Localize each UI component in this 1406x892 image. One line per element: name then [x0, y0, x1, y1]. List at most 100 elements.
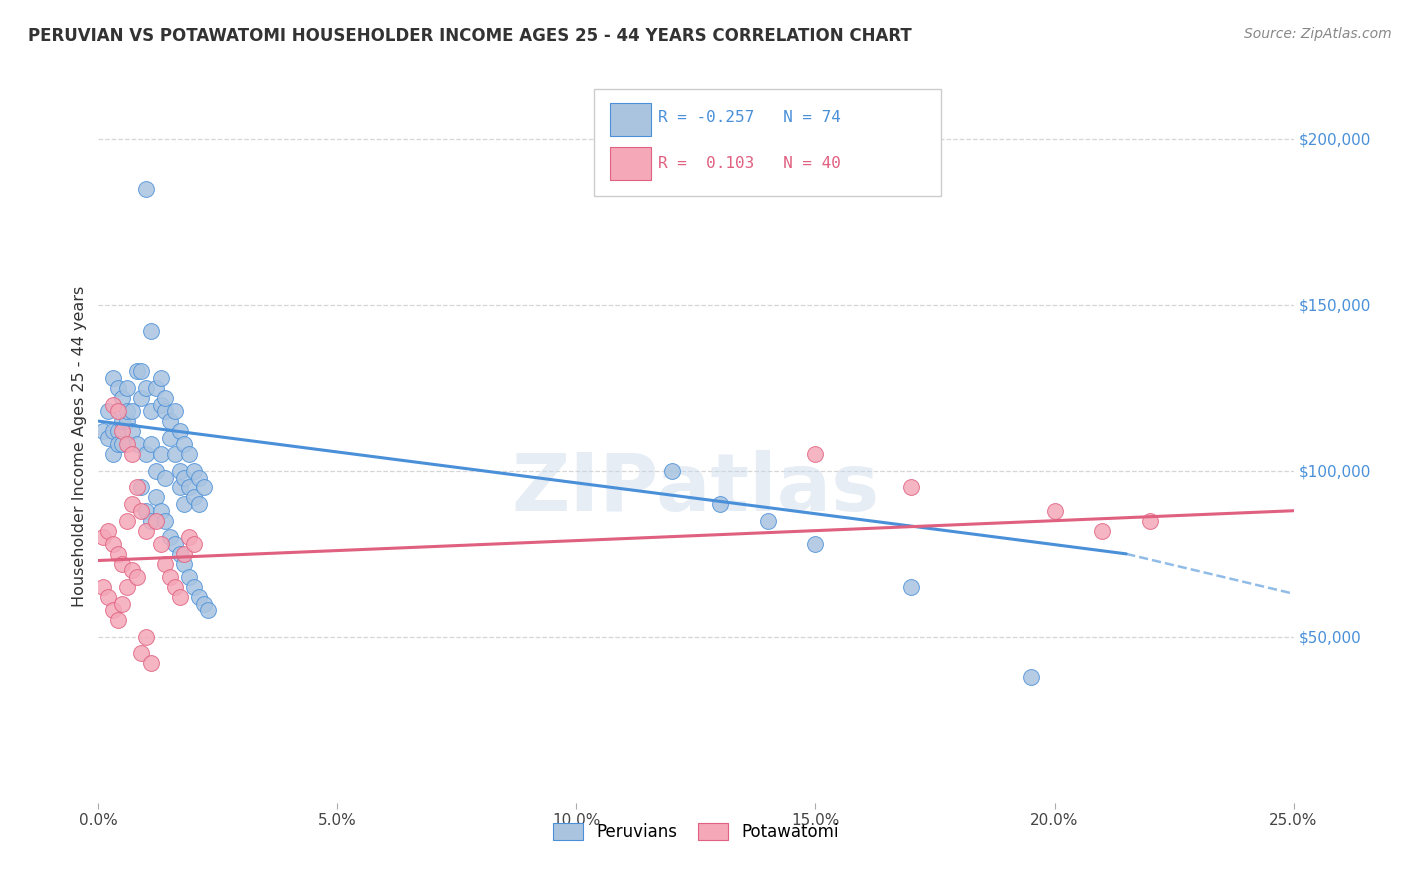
- Point: [101, 424, 124, 438]
- Point: [173, 557, 195, 571]
- Point: [179, 481, 201, 495]
- Point: [115, 437, 138, 451]
- Point: [135, 182, 157, 196]
- Point: [187, 470, 209, 484]
- Point: [97, 590, 120, 604]
- Point: [193, 481, 215, 495]
- Point: [135, 447, 157, 461]
- Point: [159, 431, 181, 445]
- FancyBboxPatch shape: [610, 147, 651, 180]
- Point: [1019, 670, 1042, 684]
- Point: [163, 537, 186, 551]
- Point: [149, 371, 172, 385]
- Point: [107, 381, 129, 395]
- Point: [131, 481, 153, 495]
- Point: [107, 424, 129, 438]
- Point: [101, 447, 124, 461]
- Point: [107, 404, 129, 418]
- Point: [155, 557, 177, 571]
- Point: [1139, 514, 1161, 528]
- Point: [173, 437, 195, 451]
- Point: [145, 514, 167, 528]
- Text: PERUVIAN VS POTAWATOMI HOUSEHOLDER INCOME AGES 25 - 44 YEARS CORRELATION CHART: PERUVIAN VS POTAWATOMI HOUSEHOLDER INCOM…: [28, 27, 912, 45]
- Point: [135, 524, 157, 538]
- Point: [115, 414, 138, 428]
- Point: [169, 424, 191, 438]
- Point: [107, 613, 129, 627]
- Point: [125, 481, 148, 495]
- Point: [111, 557, 134, 571]
- Point: [159, 570, 181, 584]
- Point: [91, 530, 114, 544]
- Point: [187, 590, 209, 604]
- Text: ZIPatlas: ZIPatlas: [512, 450, 880, 528]
- Legend: Peruvians, Potawatomi: Peruvians, Potawatomi: [547, 816, 845, 848]
- Point: [139, 404, 162, 418]
- Point: [149, 504, 172, 518]
- Point: [131, 391, 153, 405]
- Point: [145, 381, 167, 395]
- Point: [131, 647, 153, 661]
- Point: [139, 437, 162, 451]
- Point: [179, 530, 201, 544]
- Point: [159, 530, 181, 544]
- Point: [91, 424, 114, 438]
- Point: [179, 570, 201, 584]
- Point: [139, 325, 162, 339]
- Point: [149, 447, 172, 461]
- Point: [169, 547, 191, 561]
- Point: [101, 371, 124, 385]
- Point: [97, 404, 120, 418]
- Point: [121, 564, 143, 578]
- Point: [169, 590, 191, 604]
- Point: [155, 514, 177, 528]
- Point: [115, 514, 138, 528]
- Point: [121, 497, 143, 511]
- Point: [1043, 504, 1066, 518]
- Y-axis label: Householder Income Ages 25 - 44 years: Householder Income Ages 25 - 44 years: [72, 285, 87, 607]
- Point: [91, 580, 114, 594]
- Point: [173, 547, 195, 561]
- Point: [121, 447, 143, 461]
- Point: [900, 580, 922, 594]
- Point: [145, 491, 167, 505]
- Point: [101, 397, 124, 411]
- Point: [111, 391, 134, 405]
- Point: [121, 424, 143, 438]
- Point: [149, 537, 172, 551]
- Point: [197, 603, 219, 617]
- Point: [183, 464, 205, 478]
- Point: [804, 447, 827, 461]
- Point: [111, 437, 134, 451]
- Point: [107, 437, 129, 451]
- Point: [111, 597, 134, 611]
- Point: [139, 657, 162, 671]
- Point: [173, 497, 195, 511]
- Point: [155, 404, 177, 418]
- Point: [756, 514, 779, 528]
- Point: [709, 497, 731, 511]
- Point: [131, 364, 153, 378]
- Point: [159, 414, 181, 428]
- Point: [97, 431, 120, 445]
- Point: [135, 381, 157, 395]
- Point: [155, 470, 177, 484]
- Point: [1091, 524, 1114, 538]
- Point: [163, 580, 186, 594]
- Point: [111, 424, 134, 438]
- Point: [163, 447, 186, 461]
- Point: [125, 437, 148, 451]
- Point: [107, 547, 129, 561]
- Point: [97, 524, 120, 538]
- Point: [169, 464, 191, 478]
- Point: [135, 630, 157, 644]
- Point: [155, 391, 177, 405]
- Text: R = -0.257   N = 74: R = -0.257 N = 74: [658, 111, 841, 125]
- Point: [169, 481, 191, 495]
- Point: [121, 404, 143, 418]
- Point: [115, 580, 138, 594]
- Point: [131, 504, 153, 518]
- Point: [183, 580, 205, 594]
- Point: [183, 491, 205, 505]
- Text: R =  0.103   N = 40: R = 0.103 N = 40: [658, 156, 841, 171]
